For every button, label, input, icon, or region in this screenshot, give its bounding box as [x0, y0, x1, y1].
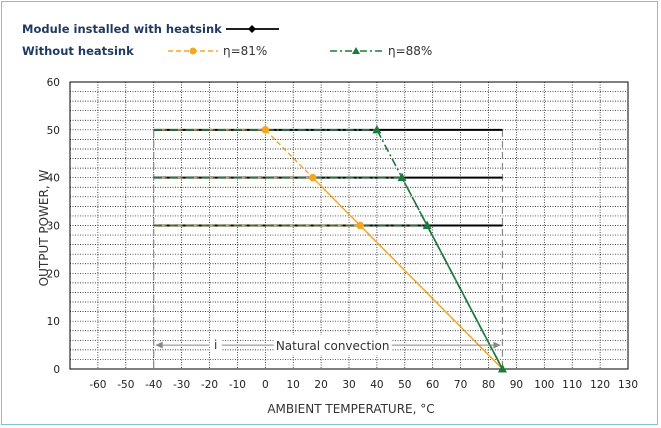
x-tick-label: -60 [89, 379, 106, 391]
x-tick-label: 10 [287, 379, 300, 391]
legend-81-marker [189, 47, 197, 55]
legend-diamond-marker [248, 25, 256, 33]
series-line--81- [153, 176, 503, 370]
x-tick-label: 80 [482, 379, 495, 391]
series-line--88- [153, 129, 504, 370]
range-arrow-left-head [155, 341, 163, 349]
marker-circle [261, 126, 270, 134]
marker-circle [308, 173, 317, 182]
x-tick-label: 100 [534, 379, 554, 391]
marker-circle [356, 221, 364, 230]
range-text: Natural convection [276, 339, 390, 353]
x-tick-label: 30 [342, 379, 355, 391]
range-arrow-right-head [493, 341, 501, 349]
x-tick-label: 70 [454, 379, 467, 391]
x-tick-label: -30 [173, 379, 190, 391]
y-tick-label: 50 [47, 125, 60, 137]
range-label-bg [209, 337, 222, 352]
x-tick-label: -50 [117, 379, 134, 391]
range-text-bg [273, 335, 392, 356]
legend-81-label: η=81% [223, 44, 267, 58]
x-axis-title: AMBIENT TEMPERATURE, °C [267, 402, 434, 416]
marker-triangle [422, 220, 432, 229]
x-tick-label: 60 [426, 379, 439, 391]
marker-triangle [397, 172, 407, 182]
x-tick-label: 40 [370, 379, 383, 391]
x-tick-label: 110 [562, 379, 582, 391]
legend-88-label: η=88% [388, 44, 432, 58]
y-tick-label: 60 [47, 77, 60, 89]
marker-triangle [497, 364, 507, 373]
series-line--88- [153, 176, 504, 370]
x-tick-label: -40 [145, 379, 162, 391]
y-axis-title: OUTPUT POWER, W [37, 170, 51, 287]
marker-triangle [372, 124, 382, 134]
tick-labels: -60 -50 -40 -30 -20 -10 0 10 20 30 40 50 60 70 80 90 100… [47, 77, 638, 391]
x-tick-label: 50 [398, 379, 411, 391]
y-tick-label: 20 [47, 268, 60, 280]
range-label: i [214, 338, 217, 352]
x-tick-label: 120 [590, 379, 610, 391]
x-tick-label: 0 [262, 379, 269, 391]
x-tick-label: 20 [314, 379, 327, 391]
legend: Module installed with heatsink Without h… [22, 22, 432, 58]
x-tick-label: 90 [510, 379, 523, 391]
legend-with-heatsink-label: Module installed with heatsink [22, 22, 222, 36]
x-tick-label: 130 [618, 379, 638, 391]
y-tick-label: 40 [47, 173, 60, 185]
annotations: i Natural convection [155, 335, 501, 356]
series-layer [153, 124, 507, 373]
y-tick-label: 0 [53, 364, 60, 376]
y-tick-label: 10 [47, 316, 60, 328]
y-tick-label: 30 [47, 221, 60, 233]
legend-without-heatsink-label: Without heatsink [22, 44, 134, 58]
series-line--81- [153, 129, 503, 370]
legend-88-marker [352, 47, 360, 54]
x-tick-label: -20 [201, 379, 218, 391]
x-tick-label: -10 [229, 379, 246, 391]
